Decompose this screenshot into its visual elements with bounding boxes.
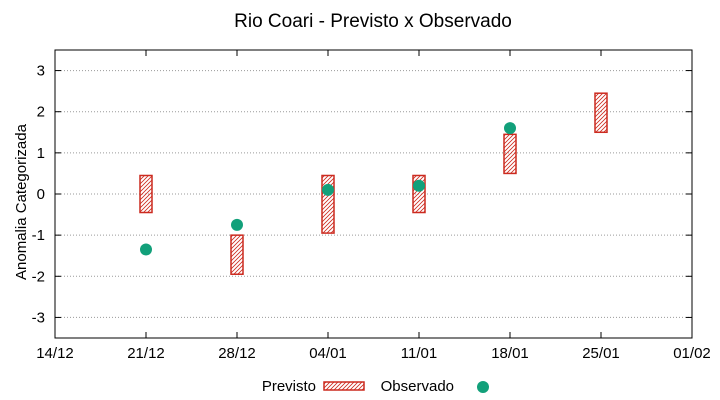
y-tick-label: -1 [32, 227, 45, 244]
observado-point [322, 183, 334, 196]
previsto-range-box [230, 234, 244, 275]
x-tick-label: 01/02 [673, 345, 711, 362]
y-tick-label: -2 [32, 268, 45, 285]
observado-point [504, 122, 516, 135]
y-tick-label: 3 [37, 63, 45, 80]
previsto-range-box [139, 174, 153, 214]
y-axis-label: Anomalia Categorizada [13, 123, 30, 280]
axis-ticks: -3 -2 -1 0 1 2 3 14/12 21/12 28/12 04/01 11/01 18/01… [32, 50, 711, 362]
y-tick-label: 2 [37, 104, 45, 121]
observado-point [413, 179, 425, 192]
observado-point [231, 218, 243, 231]
previsto-range-box [503, 133, 517, 175]
x-tick-label: 14/12 [36, 345, 74, 362]
y-tick-label: 0 [37, 186, 45, 203]
observado-point [140, 243, 152, 256]
x-tick-label: 04/01 [309, 345, 347, 362]
y-tick-label: -3 [32, 309, 45, 326]
legend-label-previsto: Previsto [262, 378, 316, 395]
x-tick-label: 28/12 [218, 345, 256, 362]
x-tick-label: 21/12 [127, 345, 165, 362]
chart-title: Rio Coari - Previsto x Observado [234, 11, 512, 32]
chart-marks [139, 92, 608, 275]
x-tick-label: 25/01 [582, 345, 620, 362]
legend-label-observado: Observado [381, 378, 454, 395]
x-tick-label: 11/01 [401, 345, 437, 362]
legend: Previsto Observado [262, 378, 489, 395]
legend-swatch-previsto [323, 381, 365, 391]
previsto-range-box [594, 92, 608, 134]
y-tick-label: 1 [37, 145, 45, 162]
legend-swatch-observado [477, 381, 489, 393]
grid-lines [55, 70, 692, 318]
x-tick-label: 18/01 [491, 345, 529, 362]
